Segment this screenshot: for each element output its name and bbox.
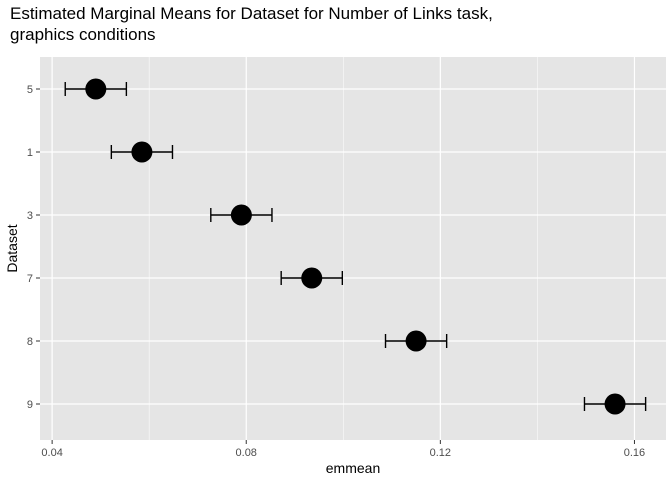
x-axis-title: emmean — [326, 460, 380, 476]
chart-title: Estimated Marginal Means for Dataset for… — [10, 4, 493, 44]
point-dataset-1 — [131, 141, 153, 163]
y-tick-label: 8 — [27, 336, 33, 348]
chart-title-line: graphics conditions — [10, 25, 156, 44]
major-gridlines — [40, 57, 666, 440]
y-axis-title: Dataset — [4, 224, 20, 272]
point-dataset-9 — [604, 393, 626, 415]
point-dataset-3 — [230, 204, 252, 226]
y-tick-label: 3 — [27, 210, 33, 222]
x-tick-label: 0.04 — [41, 447, 62, 459]
x-axis: 0.04 0.08 0.12 0.16 — [41, 440, 645, 459]
y-axis: 5 1 3 7 8 9 — [27, 84, 40, 411]
y-tick-label: 5 — [27, 84, 33, 96]
point-dataset-7 — [301, 267, 323, 289]
plot-panel — [40, 57, 666, 440]
x-tick-label: 0.16 — [624, 447, 645, 459]
point-dataset-8 — [405, 330, 427, 352]
chart-title-line: Estimated Marginal Means for Dataset for… — [10, 4, 493, 23]
minor-gridlines — [148, 57, 538, 440]
x-tick-label: 0.08 — [236, 447, 257, 459]
data-points — [85, 78, 626, 415]
y-tick-label: 7 — [27, 273, 33, 285]
y-tick-label: 1 — [27, 147, 33, 159]
point-dataset-5 — [85, 78, 107, 100]
x-tick-label: 0.12 — [430, 447, 451, 459]
y-tick-label: 9 — [27, 399, 33, 411]
